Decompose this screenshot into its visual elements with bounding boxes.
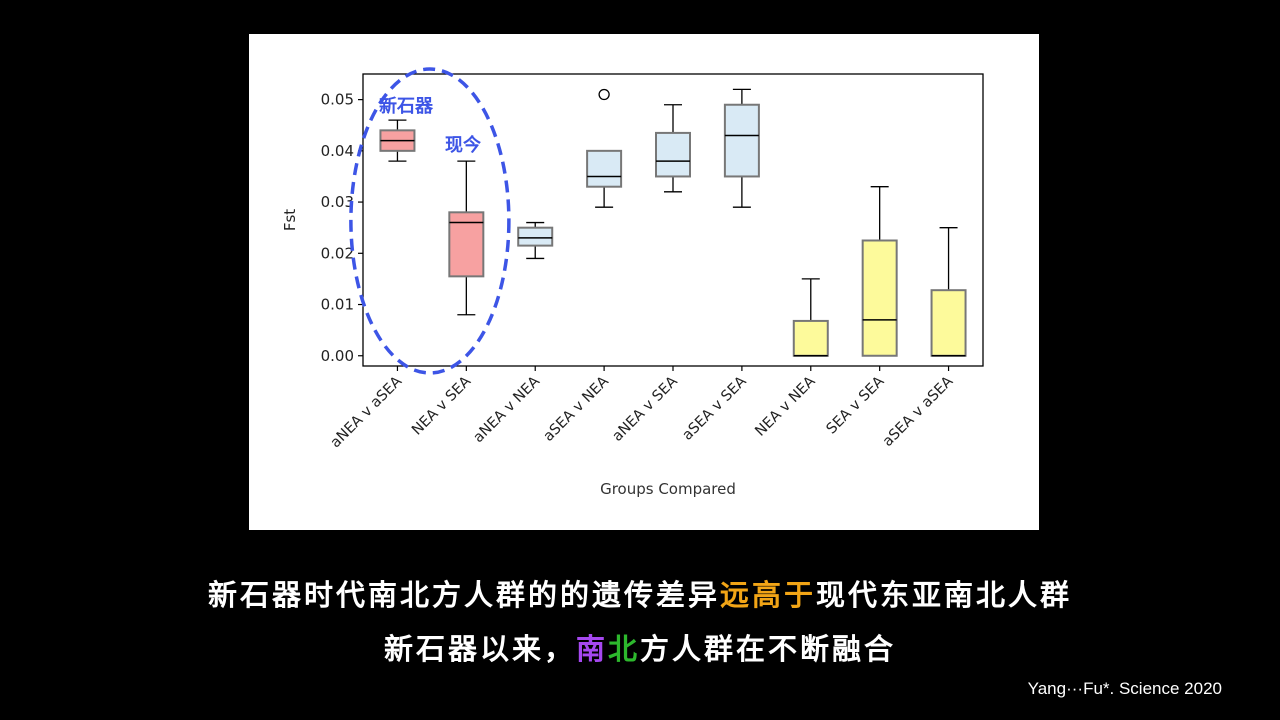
box [792, 319, 829, 357]
caption-line-1: 新石器时代南北方人群的的遗传差异远高于现代东亚南北人群 [0, 572, 1280, 614]
caption-line-2-part-a: 新石器以来， [383, 632, 576, 666]
y-tick-label: 0.00 [321, 347, 354, 365]
x-tick-label: NEA v SEA [409, 373, 474, 438]
box [723, 103, 760, 178]
caption-highlight-much-higher: 远高于 [719, 578, 816, 612]
box [586, 149, 623, 188]
box [655, 131, 691, 178]
y-tick-label: 0.01 [321, 296, 354, 314]
y-tick-label: 0.04 [321, 142, 354, 160]
x-tick-label: aSEA v SEA [680, 373, 750, 443]
caption-line-2-part-d: 方人群在不断融合 [640, 632, 897, 666]
annotation-present: 现今 [445, 134, 482, 156]
annotation-neolithic: 新石器 [379, 95, 434, 117]
y-tick-label: 0.03 [321, 193, 354, 211]
caption-line-1-part-c: 现代东亚南北人群 [816, 578, 1073, 612]
y-axis-label: Fst [281, 209, 299, 231]
x-axis-label: Groups Compared [600, 480, 736, 498]
caption-line-1-part-a: 新石器时代南北方人群的的遗传差异 [207, 578, 720, 612]
box [861, 239, 898, 357]
chart-panel: 0.00 0.01 0.02 0.03 0.04 0.05 Fst aNEA v aSEA NE… [249, 34, 1039, 530]
caption-line-2: 新石器以来，南北方人群在不断融合 [0, 626, 1280, 668]
highlight-ellipse [349, 67, 511, 375]
outlier-point [598, 88, 610, 101]
box [517, 226, 554, 247]
y-tick-label: 0.02 [321, 244, 354, 262]
x-tick-label: NEA v NEA [752, 373, 818, 439]
y-tick-label: 0.05 [321, 91, 354, 109]
x-tick-label: SEA v SEA [824, 373, 888, 437]
x-tick-label: aNEA v SEA [609, 373, 680, 444]
box [930, 289, 967, 357]
x-tick-label: aSEA v NEA [541, 373, 612, 444]
caption-highlight-south: 南 [575, 632, 608, 666]
x-tick-label: aSEA v aSEA [880, 373, 957, 450]
citation: Yang···Fu*. Science 2020 [1027, 679, 1222, 698]
x-tick-label: aNEA v aSEA [328, 373, 406, 451]
x-tick-label: aNEA v NEA [471, 373, 544, 446]
caption-highlight-north: 北 [608, 632, 641, 666]
